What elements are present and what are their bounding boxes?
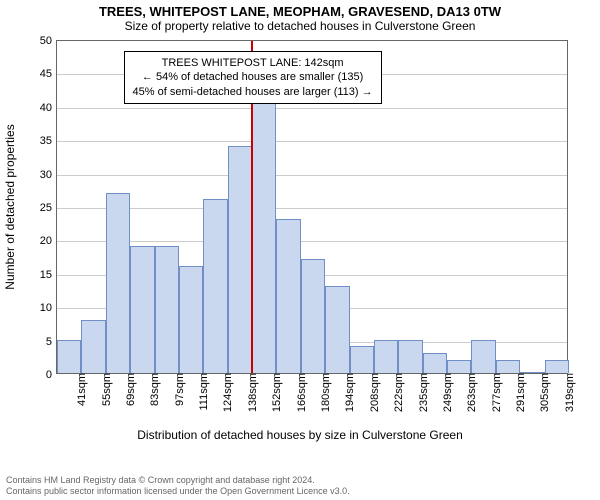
y-tick-label: 50 [40, 35, 57, 47]
x-tick-label: 41sqm [73, 373, 88, 406]
grid-line [57, 241, 567, 242]
y-tick-label: 25 [40, 202, 57, 214]
x-tick-label: 97sqm [171, 373, 186, 406]
attribution-text: Contains HM Land Registry data © Crown c… [6, 475, 594, 498]
x-tick-label: 166sqm [293, 373, 308, 412]
x-tick-label: 83sqm [146, 373, 161, 406]
histogram-bar [350, 346, 374, 373]
x-tick-label: 138sqm [244, 373, 259, 412]
x-tick-label: 319sqm [561, 373, 576, 412]
x-tick-label: 222sqm [390, 373, 405, 412]
chart-plot-area: 0510152025303540455041sqm55sqm69sqm83sqm… [56, 40, 568, 374]
x-tick-label: 305sqm [536, 373, 551, 412]
y-tick-label: 30 [40, 169, 57, 181]
y-tick-label: 40 [40, 102, 57, 114]
histogram-bar [57, 340, 81, 373]
histogram-bar [228, 146, 252, 373]
histogram-bar [252, 99, 276, 373]
chart-title-main: TREES, WHITEPOST LANE, MEOPHAM, GRAVESEN… [0, 0, 600, 19]
histogram-bar [106, 193, 130, 373]
x-tick-label: 180sqm [317, 373, 332, 412]
x-tick-label: 208sqm [366, 373, 381, 412]
attribution-line1: Contains HM Land Registry data © Crown c… [6, 475, 594, 487]
x-tick-label: 263sqm [463, 373, 478, 412]
y-tick-label: 45 [40, 68, 57, 80]
x-tick-label: 55sqm [98, 373, 113, 406]
info-box-line: 45% of semi-detached houses are larger (… [133, 85, 373, 99]
chart-title-sub: Size of property relative to detached ho… [0, 19, 600, 33]
grid-line [57, 208, 567, 209]
y-tick-label: 5 [46, 336, 57, 348]
info-box: TREES WHITEPOST LANE: 142sqm← 54% of det… [124, 51, 382, 104]
x-tick-label: 152sqm [268, 373, 283, 412]
histogram-bar [398, 340, 422, 373]
y-tick-label: 10 [40, 302, 57, 314]
y-axis-label: Number of detached properties [3, 124, 17, 289]
x-tick-label: 194sqm [341, 373, 356, 412]
grid-line [57, 175, 567, 176]
y-tick-label: 20 [40, 235, 57, 247]
histogram-bar [374, 340, 398, 373]
x-tick-label: 69sqm [122, 373, 137, 406]
info-box-line: ← 54% of detached houses are smaller (13… [133, 70, 373, 84]
histogram-bar [471, 340, 495, 373]
x-axis-label: Distribution of detached houses by size … [0, 428, 600, 442]
histogram-bar [545, 360, 569, 373]
x-tick-label: 249sqm [439, 373, 454, 412]
info-box-line: TREES WHITEPOST LANE: 142sqm [133, 56, 373, 70]
y-tick-label: 0 [46, 369, 57, 381]
histogram-bar [325, 286, 349, 373]
histogram-bar [130, 246, 154, 373]
grid-line [57, 108, 567, 109]
x-tick-label: 111sqm [195, 373, 210, 411]
x-tick-label: 235sqm [415, 373, 430, 412]
x-tick-label: 277sqm [488, 373, 503, 412]
x-tick-label: 124sqm [219, 373, 234, 412]
y-tick-label: 35 [40, 135, 57, 147]
histogram-bar [179, 266, 203, 373]
x-tick-label: 291sqm [512, 373, 527, 412]
histogram-bar [423, 353, 447, 373]
attribution-line2: Contains public sector information licen… [6, 486, 594, 498]
grid-line [57, 141, 567, 142]
y-tick-label: 15 [40, 269, 57, 281]
histogram-bar [447, 360, 471, 373]
histogram-bar [203, 199, 227, 373]
histogram-bar [81, 320, 105, 373]
histogram-bar [496, 360, 520, 373]
histogram-bar [276, 219, 300, 373]
histogram-bar [155, 246, 179, 373]
histogram-bar [301, 259, 325, 373]
